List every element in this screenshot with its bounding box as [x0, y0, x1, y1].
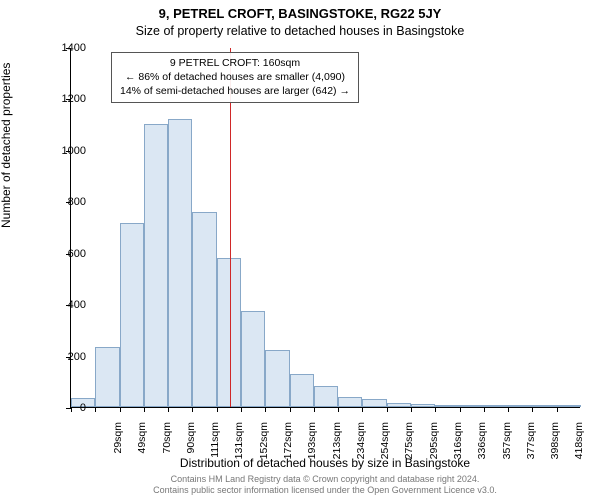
- histogram-bar: [508, 405, 532, 407]
- x-tick-label: 357sqm: [501, 422, 513, 466]
- histogram-bar: [168, 119, 192, 407]
- footer-line2: Contains public sector information licen…: [153, 485, 497, 495]
- x-tick-mark: [508, 407, 509, 412]
- histogram-bar: [144, 124, 168, 407]
- x-tick-mark: [290, 407, 291, 412]
- x-tick-label: 275sqm: [403, 422, 415, 466]
- histogram-bar: [241, 311, 265, 407]
- x-tick-label: 90sqm: [185, 422, 197, 466]
- x-tick-label: 336sqm: [476, 422, 488, 466]
- y-tick-label: 1200: [36, 93, 86, 105]
- x-tick-mark: [362, 407, 363, 412]
- histogram-bar: [484, 405, 508, 407]
- x-tick-mark: [265, 407, 266, 412]
- x-tick-label: 295sqm: [428, 422, 440, 466]
- x-tick-mark: [557, 407, 558, 412]
- info-line3: 14% of semi-detached houses are larger (…: [120, 84, 350, 98]
- x-tick-mark: [95, 407, 96, 412]
- x-tick-mark: [217, 407, 218, 412]
- x-tick-mark: [411, 407, 412, 412]
- x-tick-mark: [144, 407, 145, 412]
- x-tick-label: 234sqm: [355, 422, 367, 466]
- x-tick-label: 398sqm: [549, 422, 561, 466]
- chart-subtitle: Size of property relative to detached ho…: [0, 24, 600, 38]
- histogram-bar: [95, 347, 119, 407]
- histogram-bar: [362, 399, 386, 407]
- y-tick-label: 1000: [36, 145, 86, 157]
- x-tick-mark: [192, 407, 193, 412]
- property-info-box: 9 PETREL CROFT: 160sqm← 86% of detached …: [111, 52, 359, 103]
- y-tick-label: 800: [36, 196, 86, 208]
- x-tick-mark: [338, 407, 339, 412]
- y-tick-label: 1400: [36, 42, 86, 54]
- histogram-bar: [265, 350, 289, 407]
- x-tick-label: 131sqm: [233, 422, 245, 466]
- x-tick-label: 29sqm: [112, 422, 124, 466]
- histogram-bar: [314, 386, 338, 407]
- histogram-bar: [290, 374, 314, 407]
- y-axis-label: Number of detached properties: [0, 63, 13, 228]
- x-tick-mark: [241, 407, 242, 412]
- histogram-bar: [120, 223, 144, 407]
- x-tick-label: 316sqm: [452, 422, 464, 466]
- x-tick-label: 172sqm: [282, 422, 294, 466]
- y-tick-label: 600: [36, 248, 86, 260]
- y-tick-label: 200: [36, 351, 86, 363]
- x-tick-mark: [120, 407, 121, 412]
- histogram-bar: [557, 405, 581, 407]
- x-tick-mark: [484, 407, 485, 412]
- x-tick-label: 418sqm: [573, 422, 585, 466]
- histogram-bar: [217, 258, 241, 407]
- x-tick-label: 70sqm: [161, 422, 173, 466]
- info-line1: 9 PETREL CROFT: 160sqm: [120, 56, 350, 70]
- x-tick-label: 213sqm: [331, 422, 343, 466]
- histogram-bar: [411, 404, 435, 407]
- x-tick-mark: [314, 407, 315, 412]
- x-tick-mark: [387, 407, 388, 412]
- address-title: 9, PETREL CROFT, BASINGSTOKE, RG22 5JY: [0, 6, 600, 21]
- x-tick-label: 254sqm: [379, 422, 391, 466]
- x-tick-label: 377sqm: [525, 422, 537, 466]
- histogram-plot: 9 PETREL CROFT: 160sqm← 86% of detached …: [70, 48, 580, 408]
- x-tick-mark: [460, 407, 461, 412]
- histogram-bar: [338, 397, 362, 407]
- x-tick-label: 193sqm: [306, 422, 318, 466]
- x-tick-mark: [532, 407, 533, 412]
- histogram-bar: [192, 212, 216, 407]
- footer-line1: Contains HM Land Registry data © Crown c…: [171, 474, 480, 484]
- histogram-bar: [435, 405, 459, 407]
- histogram-bar: [460, 405, 484, 407]
- footer-attribution: Contains HM Land Registry data © Crown c…: [70, 474, 580, 496]
- x-tick-mark: [168, 407, 169, 412]
- x-tick-mark: [435, 407, 436, 412]
- x-tick-label: 152sqm: [258, 422, 270, 466]
- histogram-bar: [532, 405, 556, 407]
- x-tick-label: 111sqm: [209, 422, 221, 466]
- x-tick-label: 49sqm: [136, 422, 148, 466]
- y-tick-label: 400: [36, 299, 86, 311]
- histogram-bar: [387, 403, 411, 407]
- y-tick-label: 0: [36, 402, 86, 414]
- info-line2: ← 86% of detached houses are smaller (4,…: [120, 70, 350, 84]
